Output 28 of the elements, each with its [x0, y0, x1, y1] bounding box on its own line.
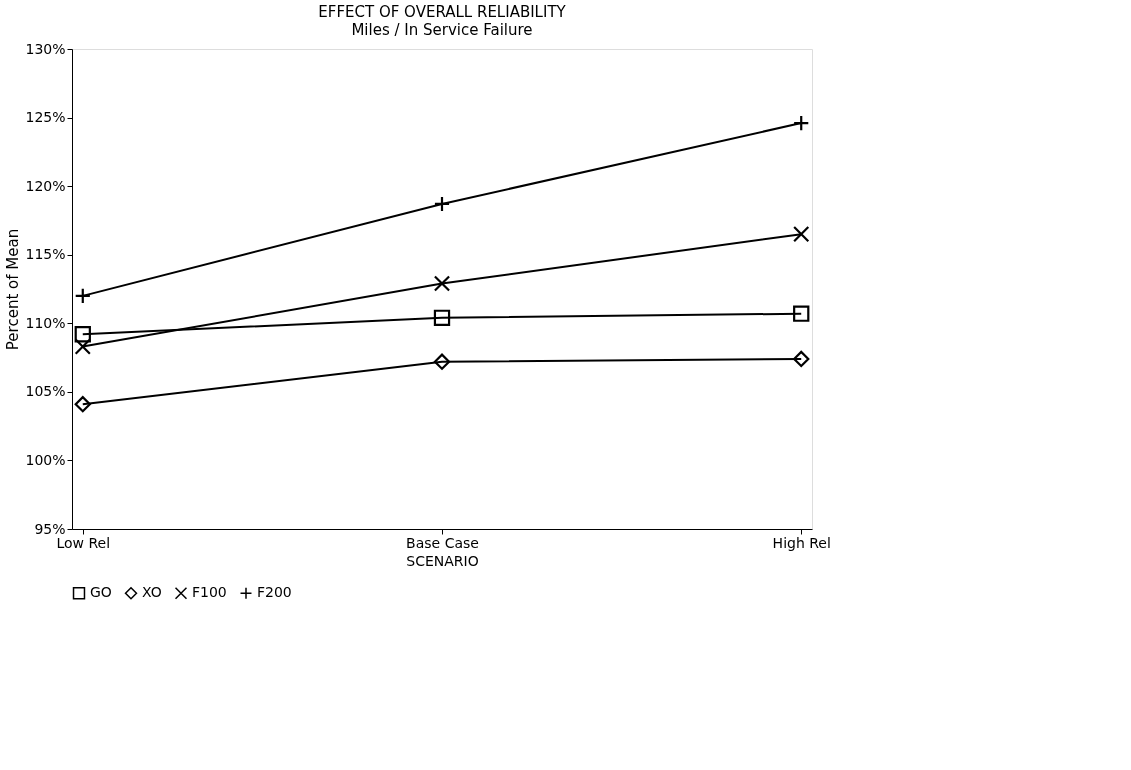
point: [433, 309, 451, 326]
point: [793, 305, 810, 322]
y-tick-label: 125%: [25, 109, 66, 126]
point: [793, 225, 810, 243]
x-tick-label: Low Rel: [56, 534, 111, 551]
y-axis-title: Percent of Mean: [4, 228, 23, 351]
y-tick-label: 120%: [25, 177, 66, 194]
chart-subtitle: Miles / In Service Failure: [351, 21, 533, 39]
point: [433, 275, 451, 292]
legend-label: GO: [90, 584, 112, 601]
chart-title: EFFECT OF OVERALL RELIABILITY: [318, 3, 567, 21]
y-tick-label: 95%: [34, 520, 66, 537]
legend-label: F100: [192, 584, 227, 601]
x-tick-label: Base Case: [406, 534, 479, 551]
legend-label: XO: [142, 584, 162, 601]
y-tick-label: 105%: [25, 383, 66, 400]
y-tick-label: 100%: [25, 451, 66, 468]
point: [74, 326, 91, 343]
x-tick-label: High Rel: [772, 534, 831, 551]
point: [74, 338, 91, 355]
y-tick-label: 130%: [25, 40, 66, 57]
y-tick-label: 110%: [25, 314, 66, 331]
y-tick-label: 115%: [25, 246, 66, 263]
point: [433, 353, 451, 370]
x-axis-title: SCENARIO: [406, 552, 479, 569]
legend-label: F200: [257, 584, 292, 601]
point: [74, 396, 91, 413]
point: [793, 350, 810, 368]
